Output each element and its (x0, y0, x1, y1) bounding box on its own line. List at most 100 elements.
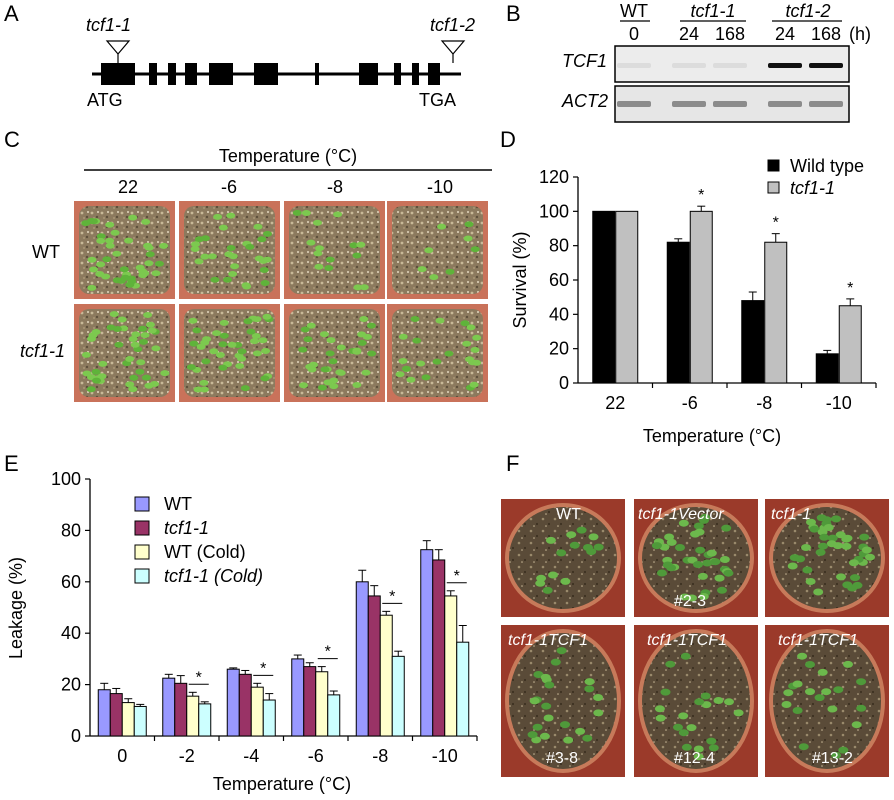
seedling (140, 270, 150, 277)
seedling (843, 660, 853, 668)
seedling (140, 332, 150, 339)
leakage-bar (226, 668, 240, 737)
tdna-insertion-right-icon (440, 40, 466, 55)
leakage-y-tick-label: 60 (61, 572, 81, 592)
seedling (710, 558, 721, 566)
leakage-bar (456, 641, 470, 737)
seedling (207, 253, 217, 260)
leakage-y-tick-label: 80 (61, 520, 81, 540)
seedling (838, 746, 849, 754)
leakage-bar (97, 689, 111, 737)
seedling (781, 701, 792, 708)
seedling (119, 266, 129, 273)
complementation-photo-grid (501, 499, 889, 777)
seedling (695, 546, 706, 554)
seedling (529, 697, 540, 705)
leakage-bar (109, 693, 123, 737)
seedling (230, 263, 240, 270)
seedling (410, 316, 420, 322)
photo-row-tcf1-1: tcf1-1 (20, 341, 65, 361)
gel-band-act2 (672, 101, 706, 107)
seedling (226, 245, 236, 251)
leakage-bar (162, 677, 176, 737)
seedling (252, 316, 262, 323)
seedling (260, 280, 270, 286)
seedling (842, 581, 853, 589)
seedling (797, 652, 808, 660)
seedling (563, 736, 574, 744)
seedling (702, 559, 713, 567)
seedling (675, 544, 685, 551)
seedling (686, 724, 697, 732)
photo-row-wt: WT (32, 242, 60, 262)
seedling (315, 245, 324, 252)
survival-x-axis-title: Temperature (°C) (643, 426, 781, 446)
seedling (836, 573, 846, 581)
seedling (194, 258, 204, 265)
gel-row-label-tcf1: TCF1 (562, 51, 607, 71)
seedling (850, 574, 860, 582)
seedling (96, 261, 106, 268)
seedling (694, 698, 705, 706)
seedling (398, 358, 408, 364)
seedling (144, 382, 154, 389)
seedling (827, 534, 838, 542)
seedling (110, 229, 120, 236)
seedling (697, 572, 708, 580)
gel-header: WT tcf1-1 tcf1-2 0 24 168 24 168 (h) (620, 1, 871, 44)
gel-band-tcf1 (713, 63, 747, 68)
seedling (102, 256, 112, 263)
seedling (141, 218, 151, 225)
gene-model (92, 40, 466, 85)
seedling (584, 685, 595, 693)
seedling (147, 327, 157, 334)
seedling (219, 332, 229, 339)
seedling (212, 330, 222, 337)
gel-group-tcf1-2: tcf1-2 (785, 1, 830, 21)
seedling (721, 524, 732, 532)
seedling (188, 317, 198, 324)
leakage-legend: WT tcf1-1 WT (Cold) tcf1-1 (Cold) (134, 494, 263, 586)
seedling (135, 368, 145, 375)
leakage-x-tick-label: -2 (179, 746, 195, 766)
seedling (145, 251, 155, 258)
leakage-bar (391, 655, 405, 737)
exon-3 (168, 63, 176, 85)
seedling (325, 350, 335, 357)
leakage-bar (186, 695, 200, 737)
exon-2 (149, 63, 157, 85)
seedling (356, 241, 366, 248)
seedling (805, 661, 815, 668)
leakage-bar (420, 549, 434, 737)
seedling (416, 360, 426, 367)
seedling (190, 246, 200, 252)
seedling (352, 252, 362, 259)
survival-legend-label: Wild type (790, 156, 864, 176)
survival-y-axis-title: Survival (%) (510, 231, 530, 328)
seedling (540, 673, 551, 681)
seedling (240, 385, 250, 392)
gel-group-tcf1-1: tcf1-1 (690, 1, 735, 21)
seedling (859, 533, 870, 541)
leakage-bar (355, 581, 369, 737)
leakage-legend-swatch (134, 496, 150, 512)
seedling (817, 668, 828, 676)
seedling (666, 538, 677, 546)
seedling (813, 588, 824, 596)
photo-temperature-header: Temperature (°C) (219, 146, 357, 166)
survival-x-tick-label: -6 (682, 393, 698, 413)
seedling (664, 533, 675, 541)
seedling (659, 543, 670, 551)
gel-group-wt: WT (620, 1, 648, 21)
seedling (218, 224, 228, 231)
seedling (560, 577, 571, 585)
seedling (805, 578, 816, 585)
seedling (831, 515, 842, 523)
leakage-significance-star: * (454, 568, 460, 585)
seedling (856, 704, 867, 712)
seedling (91, 329, 101, 335)
gel-band-tcf1 (809, 63, 843, 68)
seedling (714, 574, 725, 582)
seedling (105, 221, 115, 228)
